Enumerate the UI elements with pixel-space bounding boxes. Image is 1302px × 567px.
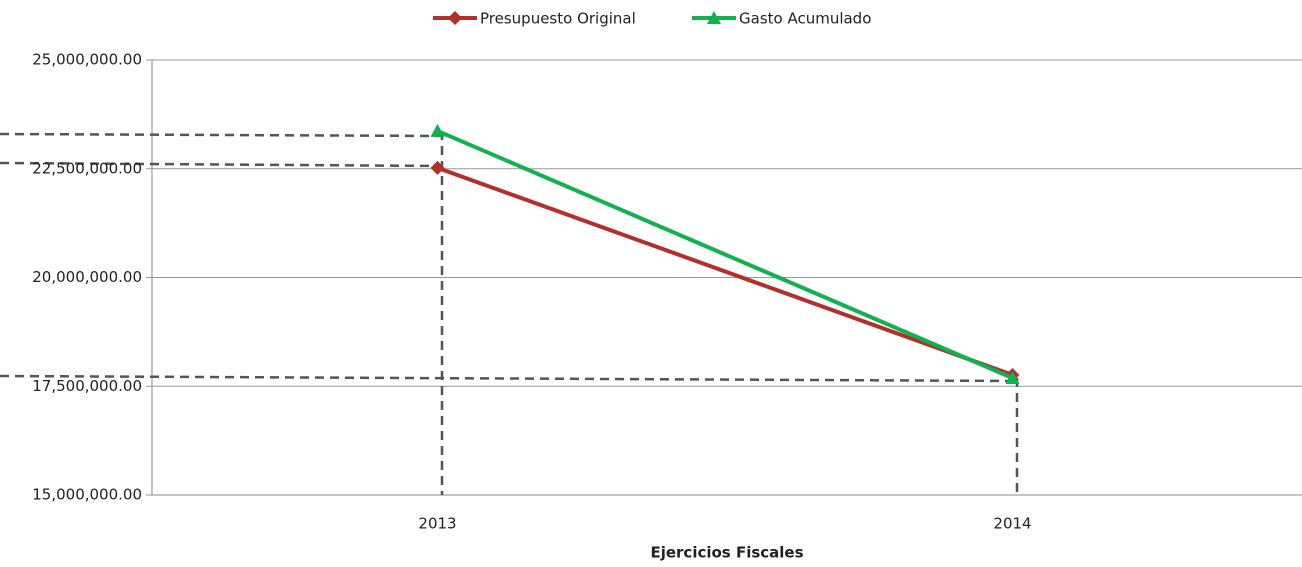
legend-marker — [707, 11, 721, 24]
x-tick-label: 2013 — [418, 515, 456, 533]
y-tick-label: 20,000,000.00 — [32, 268, 142, 286]
marker — [1005, 370, 1020, 384]
dashed-guide — [0, 161, 443, 168]
legend-label: Presupuesto Original — [480, 10, 636, 28]
y-tick-label: 17,500,000.00 — [32, 377, 142, 395]
legend-marker — [448, 11, 462, 25]
dashed-guide — [0, 374, 1018, 383]
series-line — [436, 129, 1014, 380]
y-tick-label: 22,500,000.00 — [32, 159, 142, 177]
marker — [430, 123, 445, 137]
x-axis-title: Ejercicios Fiscales — [650, 544, 803, 562]
dashed-guide — [0, 132, 443, 138]
y-tick-label: 15,000,000.00 — [32, 486, 142, 504]
annotations — [0, 131, 1019, 495]
legend-label: Gasto Acumulado — [739, 10, 871, 28]
series-line — [436, 165, 1014, 377]
y-tick-label: 25,000,000.00 — [32, 51, 142, 69]
marker — [430, 160, 445, 175]
x-tick-label: 2014 — [993, 515, 1031, 533]
